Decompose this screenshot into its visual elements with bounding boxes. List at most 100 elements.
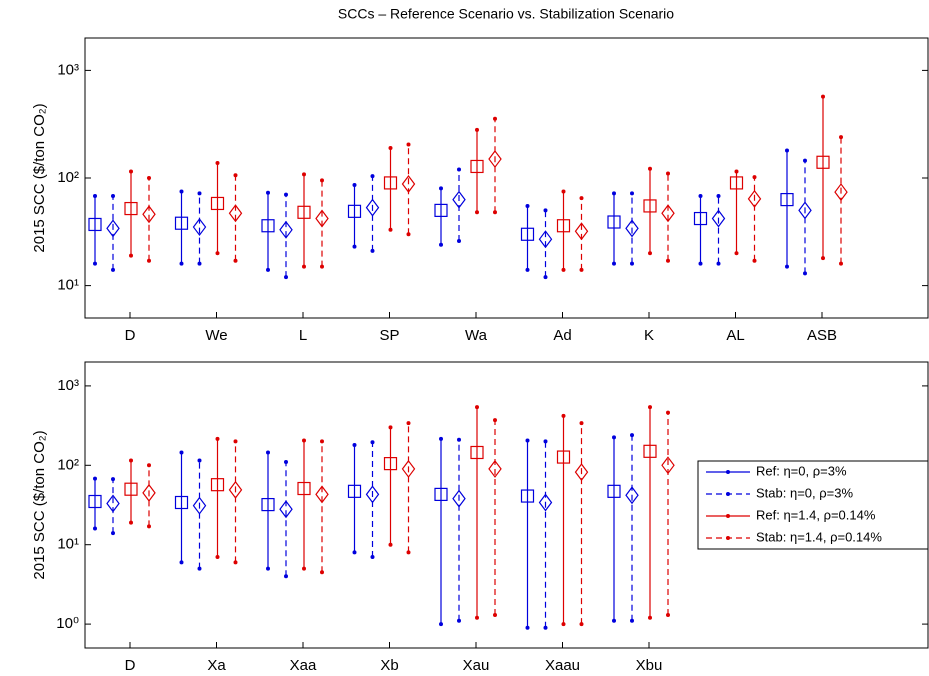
x-tick-label: L bbox=[299, 327, 307, 344]
low-dot bbox=[388, 542, 393, 547]
low-dot bbox=[666, 258, 670, 263]
high-dot bbox=[493, 418, 497, 423]
marker-diamond bbox=[488, 459, 502, 478]
high-dot bbox=[561, 189, 566, 194]
marker-square bbox=[88, 217, 102, 232]
low-dot bbox=[579, 267, 584, 272]
x-tick-label: Xbu bbox=[636, 657, 663, 674]
low-dot bbox=[179, 560, 184, 565]
low-dot bbox=[406, 550, 411, 555]
marker-square bbox=[297, 481, 311, 496]
high-dot bbox=[179, 189, 184, 194]
marker-square bbox=[383, 457, 398, 471]
high-dot bbox=[525, 438, 530, 443]
legend-dot bbox=[726, 536, 730, 540]
low-dot bbox=[197, 261, 202, 266]
low-dot bbox=[179, 261, 184, 266]
high-dot bbox=[439, 436, 443, 441]
marker-square bbox=[643, 199, 657, 213]
marker-square bbox=[434, 203, 448, 217]
high-dot bbox=[233, 173, 238, 178]
high-dot bbox=[752, 175, 757, 180]
marker-square bbox=[434, 487, 448, 502]
y-tick-label: 10⁰ bbox=[56, 615, 79, 632]
marker-diamond bbox=[106, 219, 120, 238]
low-dot bbox=[525, 625, 530, 630]
high-dot bbox=[352, 443, 357, 448]
marker-diamond bbox=[315, 485, 329, 504]
low-dot bbox=[129, 520, 133, 525]
high-dot bbox=[197, 458, 202, 463]
high-dot bbox=[457, 437, 461, 442]
high-dot bbox=[734, 169, 739, 174]
high-dot bbox=[388, 146, 393, 151]
marker-square bbox=[174, 495, 189, 510]
low-dot bbox=[266, 566, 270, 571]
high-dot bbox=[233, 439, 238, 444]
high-dot bbox=[129, 169, 133, 174]
high-dot bbox=[716, 194, 721, 199]
low-dot bbox=[785, 264, 789, 269]
high-dot bbox=[630, 191, 634, 196]
high-dot bbox=[525, 203, 530, 208]
marker-square bbox=[210, 196, 225, 211]
x-tick-label: AL bbox=[726, 327, 744, 344]
low-dot bbox=[493, 210, 497, 215]
high-dot bbox=[179, 450, 184, 455]
x-tick-label: Xb bbox=[380, 657, 398, 674]
marker-diamond bbox=[538, 493, 553, 512]
high-dot bbox=[147, 176, 151, 180]
marker-square bbox=[210, 478, 225, 492]
low-dot bbox=[648, 615, 652, 620]
plot-frame bbox=[84, 37, 929, 319]
high-dot bbox=[111, 477, 115, 482]
y-tick-label: 10¹ bbox=[57, 536, 79, 553]
low-dot bbox=[215, 251, 220, 256]
marker-diamond bbox=[228, 204, 243, 223]
high-dot bbox=[93, 194, 97, 199]
low-dot bbox=[839, 261, 843, 266]
high-dot bbox=[284, 460, 288, 465]
low-dot bbox=[320, 570, 324, 575]
legend-dot bbox=[726, 492, 730, 496]
high-dot bbox=[579, 421, 584, 426]
marker-diamond bbox=[142, 483, 156, 502]
marker-diamond bbox=[279, 220, 293, 239]
high-dot bbox=[266, 450, 270, 455]
low-dot bbox=[493, 613, 497, 618]
y-axis-label: 2015 SCC ($/ton CO₂) bbox=[31, 103, 48, 252]
y-tick-label: 10² bbox=[57, 456, 79, 473]
high-dot bbox=[129, 458, 133, 463]
high-dot bbox=[93, 476, 97, 481]
low-dot bbox=[197, 566, 202, 571]
low-dot bbox=[457, 238, 461, 243]
marker-square bbox=[556, 219, 571, 233]
high-dot bbox=[215, 436, 220, 441]
high-dot bbox=[266, 190, 270, 195]
low-dot bbox=[406, 232, 411, 237]
marker-diamond bbox=[401, 459, 416, 478]
low-dot bbox=[352, 244, 357, 249]
marker-diamond bbox=[192, 218, 207, 237]
y-tick-label: 10² bbox=[57, 169, 79, 186]
high-dot bbox=[543, 208, 548, 213]
marker-square bbox=[556, 450, 571, 464]
high-dot bbox=[785, 148, 789, 153]
marker-square bbox=[520, 227, 535, 241]
high-dot bbox=[648, 166, 652, 171]
marker-square bbox=[607, 215, 621, 229]
marker-diamond bbox=[228, 480, 243, 499]
high-dot bbox=[111, 194, 115, 199]
legend-label: Stab: η=1.4, ρ=0.14% bbox=[756, 529, 882, 544]
low-dot bbox=[215, 554, 220, 559]
x-tick-label: Xa bbox=[207, 657, 226, 674]
high-dot bbox=[648, 405, 652, 410]
chart-title: SCCs – Reference Scenario vs. Stabilizat… bbox=[338, 6, 674, 22]
high-dot bbox=[561, 413, 566, 418]
marker-square bbox=[816, 155, 830, 169]
marker-square bbox=[729, 176, 744, 190]
high-dot bbox=[821, 94, 825, 99]
x-tick-label: Ad bbox=[553, 327, 571, 344]
marker-diamond bbox=[747, 189, 762, 208]
low-dot bbox=[370, 248, 375, 253]
